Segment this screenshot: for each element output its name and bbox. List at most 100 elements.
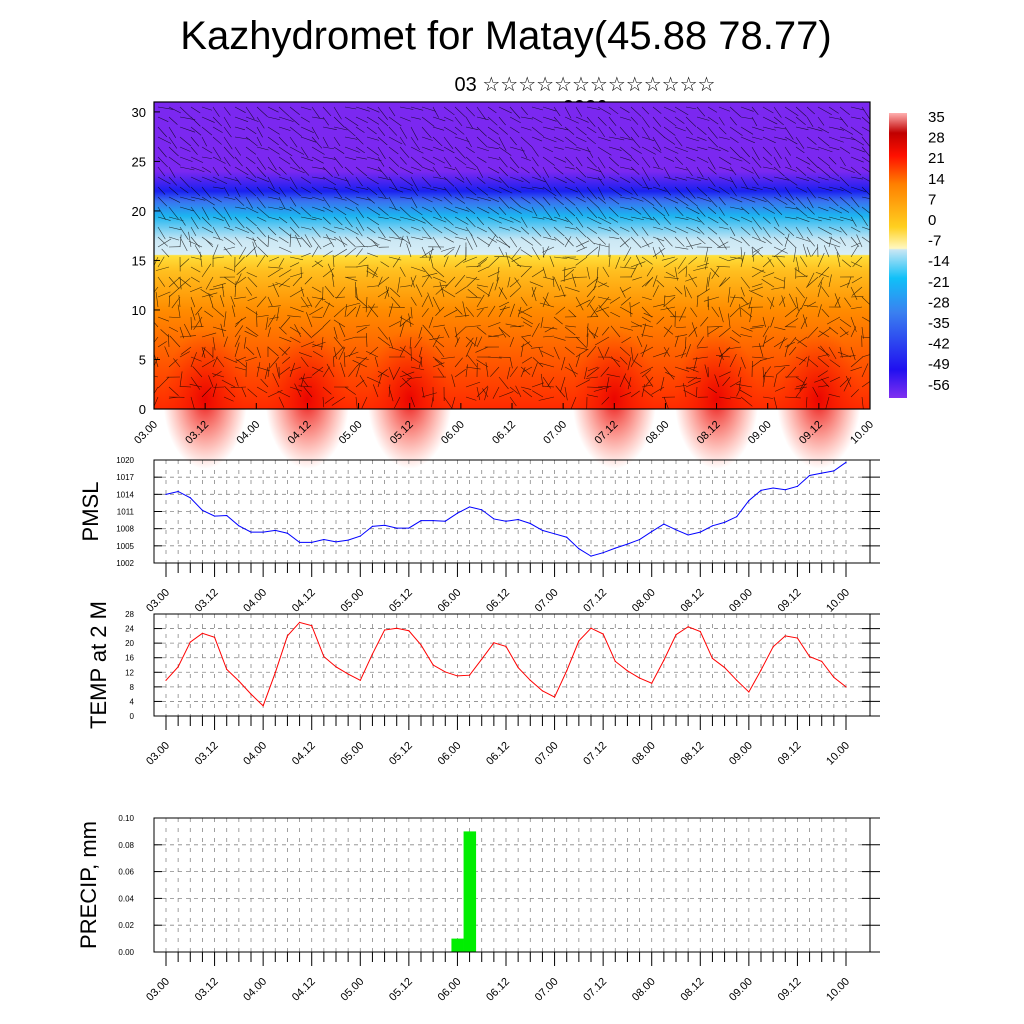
wind-barb	[465, 325, 481, 328]
wind-barb	[564, 176, 575, 184]
wind-barb	[498, 166, 509, 177]
wind-barb	[674, 166, 688, 171]
data-point	[177, 666, 179, 668]
wind-barb	[476, 166, 484, 178]
wind-barb	[817, 304, 822, 318]
wind-barb	[696, 346, 709, 349]
wind-barb	[311, 146, 325, 155]
wind-barb	[564, 206, 576, 217]
wind-barb	[392, 256, 401, 268]
wind-barb	[839, 346, 843, 358]
wind-barb	[421, 196, 433, 203]
x-tick-label: 09.00	[727, 740, 755, 768]
wind-barb	[153, 396, 159, 407]
data-point	[517, 518, 519, 521]
wind-barb	[515, 385, 522, 398]
wind-barb	[740, 176, 749, 190]
wind-barb	[344, 126, 356, 137]
data-point	[311, 625, 313, 627]
wind-barb	[751, 283, 763, 288]
data-point	[226, 668, 228, 670]
wind-barb	[795, 116, 806, 125]
x-tick-label: 07.12	[581, 976, 609, 1004]
x-tick-label: 08.00	[630, 976, 658, 1004]
wind-barb	[399, 116, 411, 122]
wind-barb	[397, 276, 401, 293]
wind-barb	[779, 296, 786, 306]
wind-barb	[355, 226, 363, 237]
wind-barb	[806, 216, 822, 222]
wind-barb	[476, 259, 487, 268]
wind-barb	[585, 376, 599, 379]
wind-barb	[674, 226, 689, 234]
wind-barb	[776, 256, 786, 268]
wind-barb	[256, 346, 261, 358]
wind-barb	[333, 226, 345, 230]
x-tick-label: 06.12	[484, 587, 512, 615]
wind-barb	[454, 136, 470, 143]
wind-barb	[784, 156, 792, 168]
wind-barb	[300, 116, 310, 123]
x-tick-label: 07.00	[533, 587, 561, 615]
wind-barb	[542, 126, 555, 131]
wind-barb	[247, 388, 258, 398]
wind-barb	[547, 376, 555, 387]
wind-barb	[278, 186, 287, 197]
wind-barb	[223, 206, 232, 221]
wind-barb	[223, 396, 234, 402]
wind-barb	[806, 136, 817, 145]
wind-barb	[740, 186, 757, 191]
wind-barb	[223, 106, 231, 116]
wind-barb	[344, 176, 351, 187]
wind-barb	[751, 206, 760, 216]
wind-barb	[795, 126, 809, 131]
wind-barb	[861, 363, 869, 378]
wind-barb	[802, 314, 808, 328]
wind-barb	[531, 146, 539, 157]
wind-barb	[707, 226, 718, 235]
wind-barb	[509, 146, 525, 152]
data-point	[505, 645, 507, 648]
wind-barb	[630, 146, 642, 154]
wind-barb	[685, 176, 701, 181]
wind-barb	[795, 166, 807, 176]
data-point	[274, 529, 276, 531]
wind-barb	[377, 136, 388, 146]
wind-barb	[282, 356, 291, 364]
wind-barb	[597, 156, 606, 169]
wind-barb	[800, 296, 808, 310]
wind-barb	[421, 206, 433, 213]
wind-barb	[850, 389, 860, 398]
wind-barb	[454, 226, 468, 232]
wind-barb	[256, 126, 263, 138]
wind-barb	[179, 156, 193, 162]
wind-barb	[487, 146, 499, 150]
wind-barb	[850, 136, 865, 146]
wind-barb	[366, 226, 376, 234]
wind-barb	[421, 386, 425, 398]
wind-barb	[663, 206, 670, 217]
wind-barb	[555, 306, 566, 315]
wind-barb	[190, 126, 202, 136]
wind-barb	[177, 304, 181, 318]
wind-barb	[476, 106, 487, 120]
wind-barb	[300, 156, 314, 162]
wind-barb	[597, 206, 607, 220]
wind-barb	[311, 156, 324, 164]
wind-barb	[377, 276, 383, 288]
wind-barb	[597, 196, 606, 204]
wind-barb	[454, 306, 463, 315]
wind-barb	[861, 136, 871, 147]
wind-barb	[498, 106, 512, 114]
wind-barb	[300, 356, 309, 368]
wind-barb	[498, 126, 508, 135]
wind-barb	[758, 343, 764, 358]
wind-barb	[803, 305, 819, 308]
wind-barb	[355, 396, 358, 410]
wind-barb	[520, 236, 534, 246]
x-tick-label: 08.12	[678, 976, 706, 1004]
wind-barb	[539, 362, 555, 368]
wind-barb	[199, 251, 203, 268]
wind-barb	[256, 206, 270, 218]
wind-barb	[443, 176, 455, 187]
